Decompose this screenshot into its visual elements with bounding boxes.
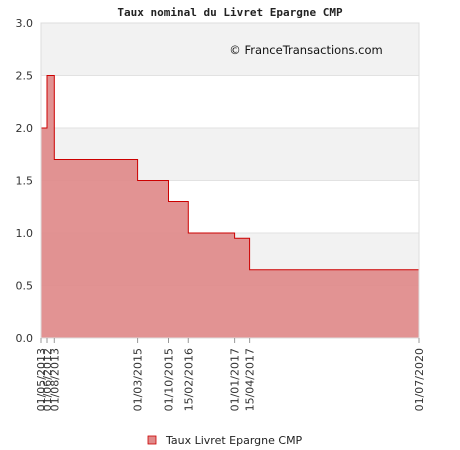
legend-label: Taux Livret Epargne CMP — [165, 434, 303, 447]
y-tick-label: 2.5 — [16, 70, 34, 83]
y-tick-label: 0.0 — [16, 332, 34, 345]
plot-frame — [40, 22, 420, 339]
x-tick-label: 01/01/2017 — [229, 348, 242, 411]
x-tick-label: 15/04/2017 — [244, 348, 257, 411]
y-tick-label: 1.5 — [16, 175, 34, 188]
data-area — [41, 75, 419, 338]
y-tick-label: 2.0 — [16, 122, 34, 135]
legend-swatch — [147, 435, 157, 445]
x-tick-label: 01/05/2013 — [35, 348, 48, 411]
x-tick-label: 01/03/2015 — [132, 348, 145, 411]
x-tick-label: 01/06/2012 — [41, 348, 54, 411]
x-tick-label: 15/02/2016 — [182, 348, 195, 411]
y-axis-ticks: 0.0 0.5 1.0 1.5 2.0 2.5 3.0 — [16, 17, 34, 345]
y-tick-label: 1.0 — [16, 227, 34, 240]
x-tick-label: 01/07/2020 — [413, 348, 426, 411]
grid-band — [41, 23, 419, 76]
credit-text: © FranceTransactions.com — [229, 43, 382, 57]
y-tick-label: 3.0 — [16, 17, 34, 30]
series-line — [41, 75, 419, 271]
y-tick-label: 0.5 — [16, 280, 34, 293]
background-bands — [41, 23, 419, 338]
grid-band — [41, 75, 419, 128]
x-tick-label: 01/08/2013 — [48, 348, 61, 411]
plot-border — [40, 22, 420, 339]
series-area — [41, 75, 419, 338]
chart-title: Taux nominal du Livret Epargne CMP — [117, 6, 343, 19]
x-tick-label: 01/10/2015 — [163, 348, 176, 411]
